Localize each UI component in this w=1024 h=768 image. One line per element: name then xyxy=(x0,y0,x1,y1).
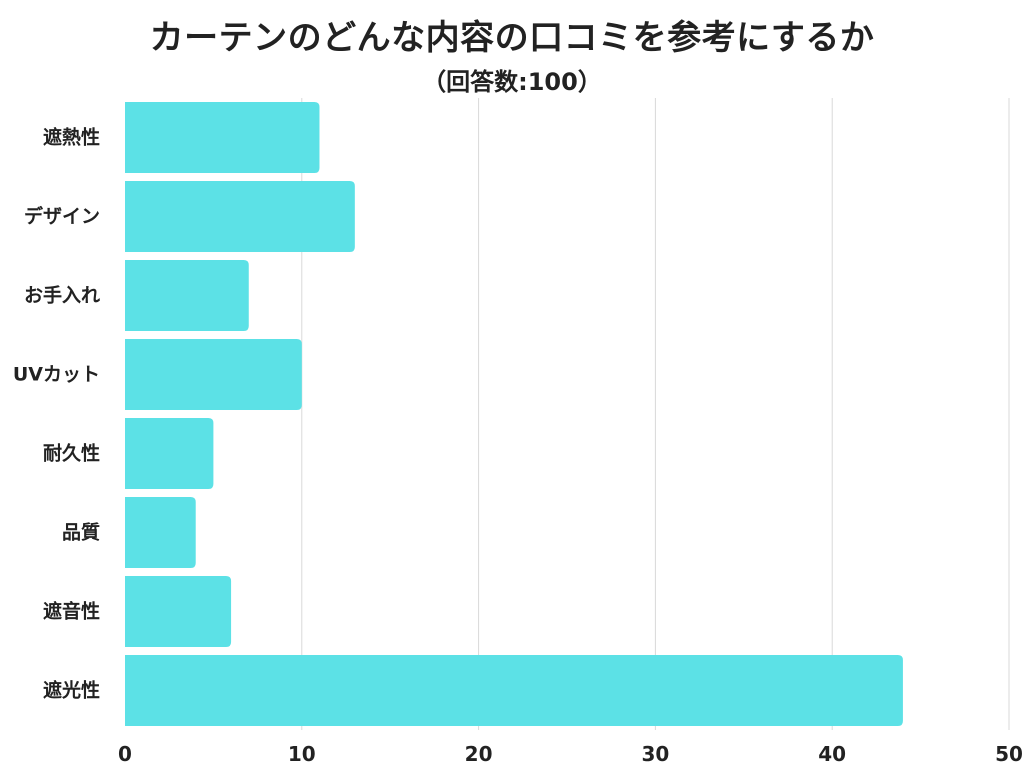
category-label-7: 遮光性 xyxy=(43,679,100,702)
x-tick-label-4: 40 xyxy=(818,742,846,766)
bar-3 xyxy=(125,338,302,411)
category-label-2: お手入れ xyxy=(24,284,100,307)
x-tick-label-2: 20 xyxy=(465,742,493,766)
chart-title: カーテンのどんな内容の口コミを参考にするか xyxy=(149,18,875,58)
x-tick-label-1: 10 xyxy=(288,742,316,766)
x-tick-label-3: 30 xyxy=(641,742,669,766)
chart-subtitle: （回答数:100） xyxy=(422,68,602,96)
x-tick-label-5: 50 xyxy=(995,742,1023,766)
category-label-0: 遮熱性 xyxy=(43,126,100,149)
bar-0 xyxy=(125,101,320,174)
category-label-1: デザイン xyxy=(24,205,100,228)
x-tick-label-0: 0 xyxy=(118,742,132,766)
category-label-3: UVカット xyxy=(13,364,100,386)
category-label-4: 耐久性 xyxy=(43,442,100,465)
bar-1 xyxy=(125,180,355,253)
category-label-6: 遮音性 xyxy=(43,600,100,623)
bar-4 xyxy=(125,417,214,490)
bar-2 xyxy=(125,259,249,332)
bar-7 xyxy=(125,654,903,727)
bar-5 xyxy=(125,496,196,569)
category-label-5: 品質 xyxy=(62,521,100,544)
bar-6 xyxy=(125,575,232,648)
